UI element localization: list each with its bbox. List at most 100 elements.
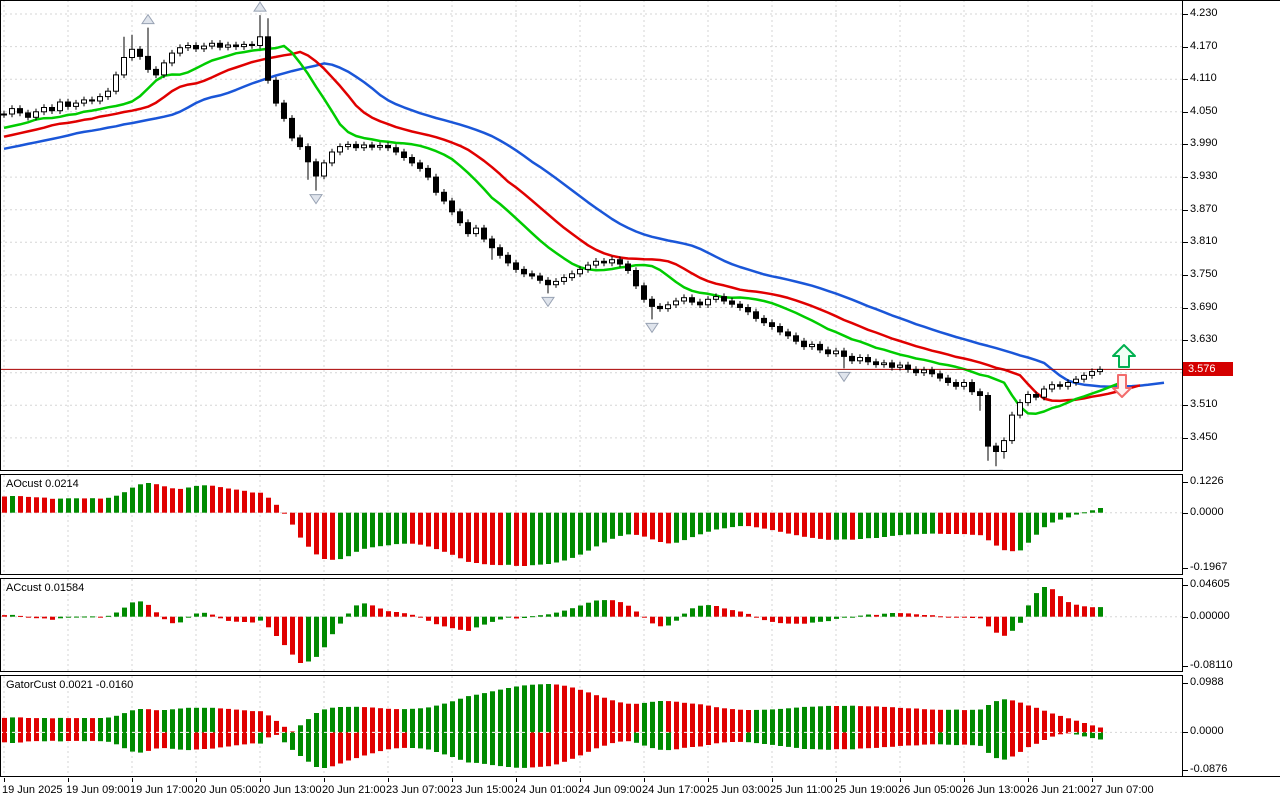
time-tick: [772, 778, 773, 782]
price-tick-label: 4.170: [1190, 39, 1218, 52]
axis-tick: [1183, 307, 1188, 309]
time-tick: [644, 778, 645, 782]
time-tick-label: 23 Jun 15:00: [450, 784, 514, 796]
top-border: [0, 0, 1280, 1]
price-tick-label: 4.050: [1190, 104, 1218, 117]
current-price-value: 3.576: [1188, 363, 1216, 376]
ac-value: 0.01584: [44, 582, 85, 594]
bottom-border: [0, 776, 1280, 777]
time-tick-label: 25 Jun 03:00: [706, 784, 770, 796]
time-tick: [4, 778, 5, 782]
time-tick-label: 20 Jun 05:00: [194, 784, 258, 796]
time-tick-label: 23 Jun 07:00: [386, 784, 450, 796]
gator-scale-max: 0.0988: [1190, 676, 1224, 688]
buy-signal-arrow: [1112, 344, 1136, 368]
axis-tick: [1183, 437, 1188, 439]
axis-tick: [1183, 242, 1188, 244]
time-tick-label: 19 Jun 17:00: [130, 784, 194, 796]
time-tick: [964, 778, 965, 782]
axis-tick: [1183, 616, 1188, 618]
axis-tick: [1183, 111, 1188, 113]
time-tick-label: 19 Jun 09:00: [66, 784, 130, 796]
left-border: [0, 0, 1, 777]
time-tick-label: 27 Jun 07:00: [1090, 784, 1154, 796]
time-tick: [260, 778, 261, 782]
price-tick-label: 4.110: [1190, 72, 1217, 85]
time-tick: [708, 778, 709, 782]
current-price-tag: 3.576: [1183, 362, 1233, 377]
ac-indicator-label: ACcust 0.01584: [6, 582, 84, 594]
axis-tick: [1183, 568, 1188, 569]
gator-indicator-canvas[interactable]: [0, 676, 1183, 776]
price-chart-canvas[interactable]: [0, 0, 1183, 470]
time-tick-label: 25 Jun 19:00: [834, 784, 898, 796]
panel-separator[interactable]: [0, 671, 1183, 676]
ac-scale-min: -0.08110: [1190, 659, 1233, 671]
sell-signal-arrow: [1112, 374, 1132, 398]
time-tick: [452, 778, 453, 782]
price-tick-label: 3.750: [1190, 267, 1218, 280]
axis-tick: [1183, 46, 1188, 48]
ao-name: AOcust: [6, 478, 43, 490]
ao-scale-min: -0.1967: [1190, 561, 1228, 573]
price-tick-label: 3.450: [1190, 430, 1218, 443]
axis-tick: [1183, 405, 1188, 407]
gator-scale-zero: 0.0000: [1190, 725, 1224, 738]
panel-separator[interactable]: [0, 574, 1183, 579]
time-tick: [516, 778, 517, 782]
axis-tick: [1183, 274, 1188, 276]
axis-tick: [1183, 340, 1188, 342]
time-tick-label: 24 Jun 01:00: [514, 784, 578, 796]
ao-indicator-label: AOcust 0.0214: [6, 478, 79, 490]
price-tick-label: 3.870: [1190, 202, 1218, 215]
time-tick: [68, 778, 69, 782]
price-tick-label: 3.690: [1190, 300, 1218, 313]
axis-tick: [1183, 177, 1188, 179]
time-tick-label: 20 Jun 21:00: [322, 784, 386, 796]
axis-tick: [1183, 14, 1188, 15]
time-tick: [324, 778, 325, 782]
time-tick-label: 26 Jun 13:00: [962, 784, 1026, 796]
time-tick: [1028, 778, 1029, 782]
time-tick: [388, 778, 389, 782]
ac-name: ACcust: [6, 582, 42, 594]
panel-separator[interactable]: [0, 470, 1183, 475]
ao-scale-max: 0.1226: [1190, 475, 1224, 487]
axis-tick: [1183, 666, 1188, 667]
axis-tick: [1183, 482, 1188, 483]
time-tick-label: 26 Jun 21:00: [1026, 784, 1090, 796]
axis-tick: [1183, 512, 1188, 514]
ac-scale-max: 0.04605: [1190, 578, 1230, 590]
price-tick-label: 3.990: [1190, 137, 1218, 150]
price-tick-label: 3.810: [1190, 235, 1218, 248]
axis-tick: [1183, 585, 1188, 586]
time-tick: [132, 778, 133, 782]
axis-tick: [1183, 209, 1188, 211]
gator-scale-min: -0.0876: [1190, 763, 1228, 775]
time-tick-label: 25 Jun 11:00: [770, 784, 833, 796]
time-axis[interactable]: 19 Jun 2025 19 Jun 09:00 19 Jun 17:00 20 Ju…: [0, 777, 1280, 800]
price-tick-label: 3.930: [1190, 170, 1218, 183]
axis-tick: [1183, 144, 1188, 146]
axis-tick: [1183, 770, 1188, 771]
ac-indicator-canvas[interactable]: [0, 579, 1183, 671]
price-tick-label: 3.510: [1190, 398, 1218, 411]
price-axis[interactable]: 4.230 4.170 4.110 4.050 3.990 3.930 3.870 3.810…: [1183, 0, 1280, 777]
time-tick: [836, 778, 837, 782]
ac-scale-zero: 0.00000: [1190, 609, 1230, 622]
ao-value: 0.0214: [45, 478, 79, 490]
axis-tick: [1183, 683, 1188, 684]
time-tick-label: 24 Jun 09:00: [578, 784, 642, 796]
time-tick: [580, 778, 581, 782]
price-tick-label: 4.230: [1190, 7, 1218, 19]
axis-border: [1182, 0, 1183, 777]
time-tick-label: 19 Jun 2025: [2, 784, 63, 796]
price-tick-label: 3.630: [1190, 333, 1218, 346]
time-tick: [1092, 778, 1093, 782]
gator-indicator-label: GatorCust 0.0021 -0.0160: [6, 679, 133, 691]
ao-indicator-canvas[interactable]: [0, 475, 1183, 574]
time-tick: [196, 778, 197, 782]
time-tick-label: 26 Jun 05:00: [898, 784, 962, 796]
gator-value: 0.0021 -0.0160: [59, 679, 134, 691]
